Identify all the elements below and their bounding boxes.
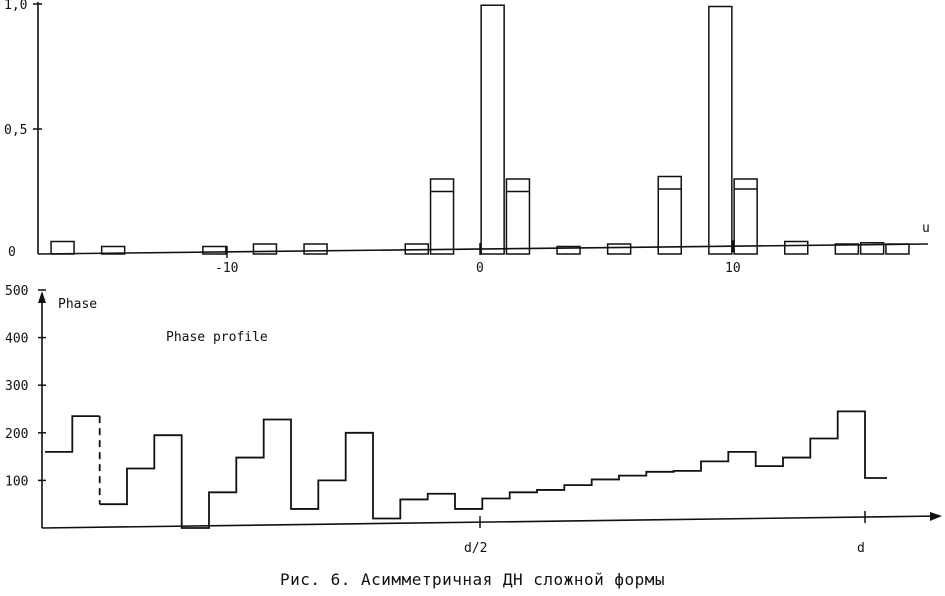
magnitude-x-axis-label: u [922,221,930,236]
phase-y-tick-label: 100 [5,474,28,489]
magnitude-bar [50,240,75,255]
phase-step-line [45,410,887,529]
magnitude-y-tick-label: 1,0 [4,0,27,13]
magnitude-x-axis [37,243,929,255]
phase-ticks: 100 200 300 400 500 d/2 d [5,284,942,556]
phase-x-tick-label: d/2 [464,541,487,556]
magnitude-x-tick-label: -10 [215,261,238,276]
magnitude-bar [303,243,328,255]
phase-y-tick-label: 400 [5,332,28,347]
magnitude-bar [885,243,910,255]
magnitude-bar [556,245,581,255]
magnitude-chart: 0 0,5 1,0 -10 0 10 u [4,0,930,276]
magnitude-bar [252,243,278,255]
magnitude-bar [404,243,429,255]
magnitude-x-tick-label: 10 [725,261,741,276]
phase-chart-title: Phase profile [166,330,268,345]
magnitude-bar [834,243,860,255]
figure-caption: Рис. 6. Асимметричная ДН сложной формы [279,570,666,589]
magnitude-bar [480,4,505,255]
magnitude-bar [202,245,227,255]
phase-y-tick-label: 300 [5,379,28,394]
magnitude-bar [733,178,758,255]
phase-x-axis-arrow [930,512,942,521]
magnitude-bar [784,240,809,255]
magnitude-bar [429,178,455,255]
magnitude-y-tick-label: 0,5 [4,123,27,138]
phase-y-axis-arrow [38,291,46,303]
phase-x-tick-label: d [857,541,865,556]
phase-y-axis-label: Phase [58,297,97,312]
magnitude-bar [657,175,682,255]
magnitude-x-tick-label: 0 [476,261,484,276]
magnitude-bar [505,178,531,255]
magnitude-y-tick-label: 0 [8,245,16,260]
phase-y-tick-label: 200 [5,427,28,442]
magnitude-bar [100,245,126,255]
phase-step-path [45,410,887,529]
magnitude-bar [859,242,885,255]
magnitude-bar [708,5,733,255]
phase-chart: 100 200 300 400 500 d/2 d Phase Phase profile [5,284,942,556]
magnitude-bars [50,4,910,255]
magnitude-ticks: 0 0,5 1,0 -10 0 10 [4,0,741,276]
phase-x-axis [41,515,941,529]
phase-y-tick-label: 500 [5,284,28,299]
magnitude-bar [606,243,632,255]
